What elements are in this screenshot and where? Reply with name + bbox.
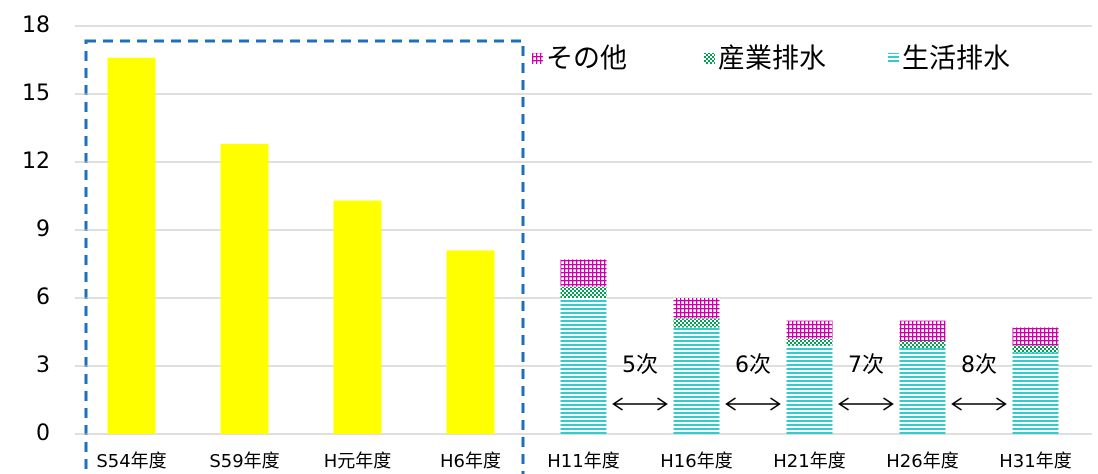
bar <box>786 345 833 434</box>
annotation: 6次 <box>735 353 771 378</box>
bar <box>560 259 607 287</box>
arrow-head <box>838 397 849 411</box>
x-tick-label: H元年度 <box>324 451 392 472</box>
arrow-head <box>657 397 668 411</box>
x-tick-label: S54年度 <box>96 451 166 472</box>
arrow-head <box>883 397 894 411</box>
bar <box>446 250 495 434</box>
bar <box>673 318 720 328</box>
bar <box>1012 352 1059 434</box>
legend-label: その他 <box>546 44 627 75</box>
bar <box>786 320 833 339</box>
bar <box>899 347 946 434</box>
arrow-head <box>612 397 623 411</box>
bar <box>786 338 833 346</box>
annotation: 7次 <box>848 353 884 378</box>
x-tick-label: S59年度 <box>209 451 279 472</box>
arrow-head <box>951 397 962 411</box>
bar <box>899 341 946 348</box>
bar <box>673 327 720 434</box>
legend-swatch <box>532 53 543 64</box>
x-tick-label: H11年度 <box>547 451 619 472</box>
y-tick-label: 12 <box>22 149 50 174</box>
arrow-head <box>996 397 1007 411</box>
bar <box>107 57 156 434</box>
bar <box>220 143 269 434</box>
legend-label: 生活排水 <box>902 44 1010 75</box>
arrow-head <box>725 397 736 411</box>
bar <box>560 286 607 298</box>
y-tick-label: 0 <box>36 421 50 446</box>
x-tick-label: H6年度 <box>440 451 501 472</box>
y-tick-label: 3 <box>36 353 50 378</box>
x-tick-label: H21年度 <box>773 451 845 472</box>
annotation: 5次 <box>622 353 658 378</box>
legend-swatch <box>888 53 899 64</box>
x-tick-label: H31年度 <box>999 451 1071 472</box>
y-tick-label: 9 <box>36 217 50 242</box>
x-tick-label: H26年度 <box>886 451 958 472</box>
legend-swatch <box>704 53 715 64</box>
y-tick-label: 6 <box>36 285 50 310</box>
bar <box>560 298 607 434</box>
bar <box>333 200 382 434</box>
bar <box>899 320 946 342</box>
annotation: 8次 <box>961 353 997 378</box>
y-tick-label: 15 <box>22 81 50 106</box>
highlight-box <box>84 39 525 474</box>
legend-label: 産業排水 <box>718 44 826 75</box>
bar <box>1012 345 1059 353</box>
y-tick-label: 18 <box>22 13 50 38</box>
bar <box>673 298 720 319</box>
x-tick-label: H16年度 <box>660 451 732 472</box>
bar <box>1012 327 1059 346</box>
arrow-head <box>770 397 781 411</box>
